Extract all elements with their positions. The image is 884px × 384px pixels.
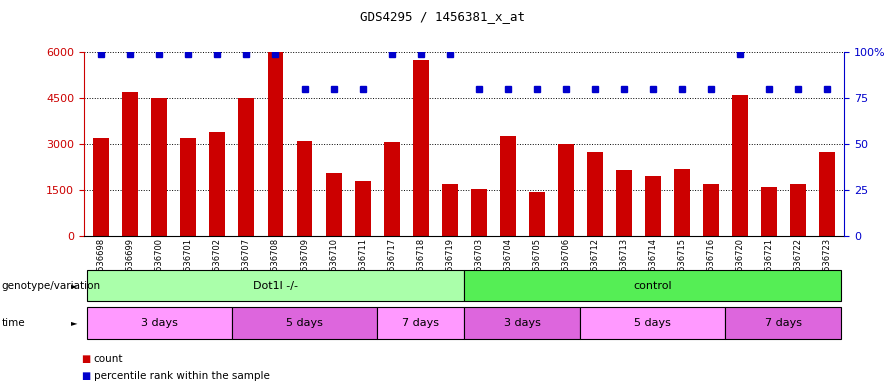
Bar: [94, 138, 110, 236]
Bar: [470, 189, 486, 236]
Bar: [354, 181, 370, 236]
Text: 7 days: 7 days: [765, 318, 802, 328]
Bar: [674, 169, 690, 236]
Bar: [151, 98, 167, 236]
Bar: [384, 142, 400, 236]
Bar: [442, 184, 458, 236]
Bar: [239, 98, 255, 236]
Bar: [122, 92, 139, 236]
Text: ■: ■: [81, 354, 90, 364]
Bar: [529, 192, 545, 236]
Bar: [732, 95, 748, 236]
Text: control: control: [634, 280, 672, 291]
Bar: [789, 184, 806, 236]
Bar: [761, 187, 777, 236]
Text: 3 days: 3 days: [504, 318, 541, 328]
Bar: [819, 152, 834, 236]
Bar: [587, 152, 603, 236]
Bar: [616, 170, 632, 236]
Bar: [644, 176, 660, 236]
Text: 3 days: 3 days: [141, 318, 178, 328]
Text: time: time: [2, 318, 26, 328]
Text: ►: ►: [72, 318, 78, 327]
Bar: [296, 141, 312, 236]
Text: count: count: [94, 354, 123, 364]
Text: 7 days: 7 days: [402, 318, 439, 328]
Bar: [558, 144, 574, 236]
Bar: [703, 184, 719, 236]
Text: 5 days: 5 days: [286, 318, 323, 328]
Bar: [413, 60, 429, 236]
Bar: [499, 136, 515, 236]
Text: ■: ■: [81, 371, 90, 381]
Text: Dot1l -/-: Dot1l -/-: [253, 280, 298, 291]
Text: genotype/variation: genotype/variation: [2, 280, 101, 291]
Text: GDS4295 / 1456381_x_at: GDS4295 / 1456381_x_at: [360, 10, 524, 23]
Text: ►: ►: [72, 281, 78, 290]
Text: percentile rank within the sample: percentile rank within the sample: [94, 371, 270, 381]
Bar: [325, 173, 341, 236]
Bar: [268, 52, 284, 236]
Bar: [180, 138, 196, 236]
Text: 5 days: 5 days: [635, 318, 671, 328]
Bar: [210, 132, 225, 236]
